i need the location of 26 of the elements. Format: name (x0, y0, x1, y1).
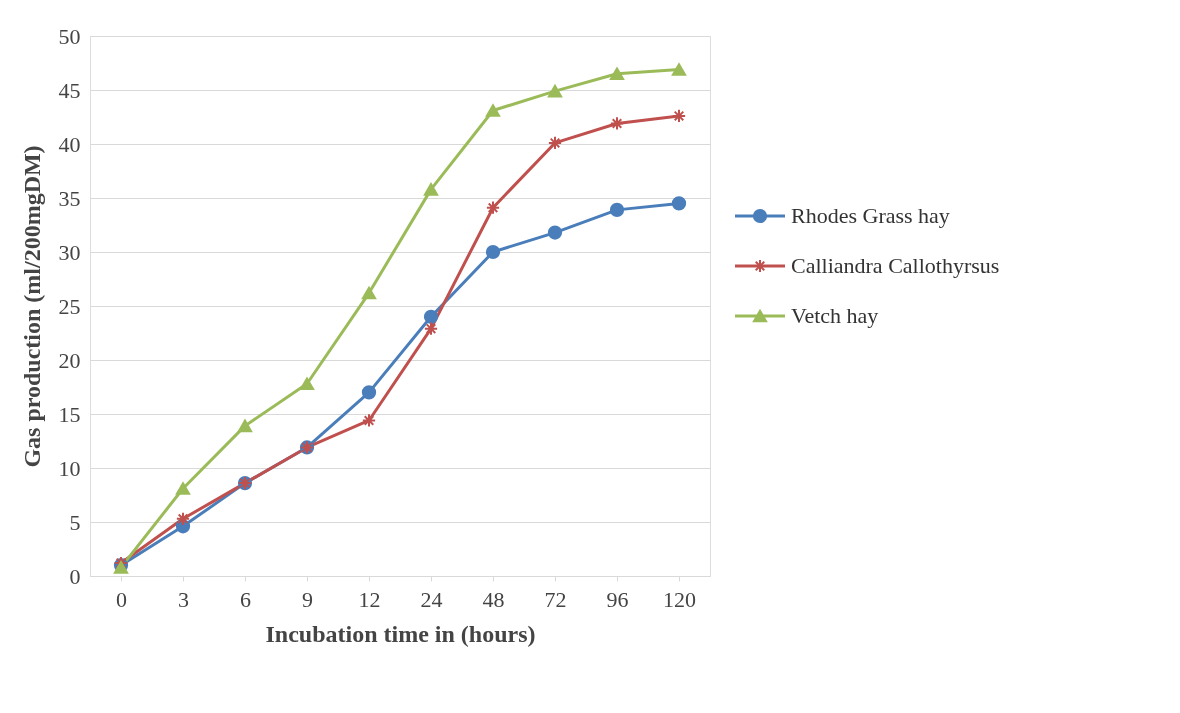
x-axis-title: Incubation time in (hours) (265, 620, 536, 647)
x-tick-label: 96 (606, 586, 629, 612)
x-tick-label: 24 (420, 586, 443, 612)
x-tick-label: 9 (302, 586, 313, 612)
x-tick-label: 12 (358, 586, 381, 612)
y-tick-label: 50 (58, 23, 81, 49)
x-tick-label: 0 (116, 586, 127, 612)
y-tick-label: 45 (58, 77, 81, 103)
y-tick-label: 5 (69, 509, 81, 535)
legend-label: Rhodes Grass hay (791, 203, 950, 228)
y-tick-label: 10 (58, 455, 81, 481)
y-tick-label: 30 (58, 239, 81, 265)
y-tick-label: 35 (58, 185, 81, 211)
x-tick-label: 120 (663, 586, 696, 612)
x-tick-label: 3 (178, 586, 189, 612)
x-tick-label: 48 (482, 586, 505, 612)
y-tick-label: 40 (58, 131, 81, 157)
y-tick-label: 15 (58, 401, 81, 427)
y-tick-label: 20 (58, 347, 81, 373)
y-tick-label: 25 (58, 293, 81, 319)
y-axis-title: Gas production (ml/200mgDM) (18, 145, 45, 468)
x-tick-label: 72 (544, 586, 567, 612)
x-tick-label: 6 (240, 586, 251, 612)
y-tick-label: 0 (69, 563, 81, 589)
legend-label: Calliandra Callothyrsus (791, 253, 1000, 278)
legend-label: Vetch hay (791, 303, 879, 328)
